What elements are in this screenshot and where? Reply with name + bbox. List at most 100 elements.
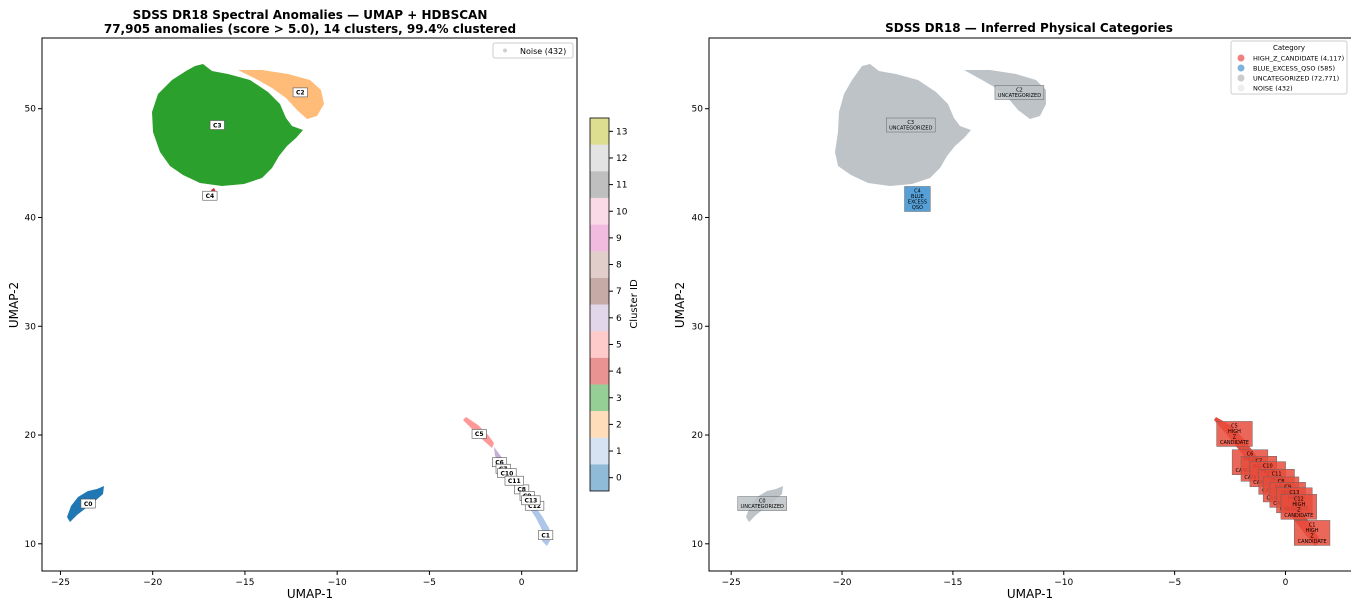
category-label-line: C3 xyxy=(907,120,914,126)
cluster-label-10: C10 xyxy=(501,470,514,477)
left-legend-box xyxy=(492,42,574,59)
category-label-box xyxy=(737,496,787,511)
colorbar-tick-label: 12 xyxy=(616,154,627,164)
right-x-tick-label: −10 xyxy=(1054,578,1073,588)
colorbar-tick-label: 6 xyxy=(616,314,622,324)
category-label-line: Z xyxy=(1233,434,1237,440)
category-label-line: QSO xyxy=(912,205,923,211)
left-y-axis-label: UMAP-2 xyxy=(7,282,21,328)
left-y-tick-label: 20 xyxy=(25,431,37,441)
legend-entry-label: NOISE (432) xyxy=(1253,85,1293,93)
right-x-tick-label: −5 xyxy=(1168,578,1181,588)
category-label-line: C13 xyxy=(1289,490,1299,496)
right-legend-title: Category xyxy=(1273,44,1305,52)
cluster-label-box xyxy=(521,495,541,506)
colorbar-swatch-11 xyxy=(590,171,609,198)
right-y-tick-label: 30 xyxy=(692,322,704,332)
cluster-label-2: C2 xyxy=(296,90,305,97)
cluster-label-box xyxy=(209,120,225,130)
left-legend: Noise (432) xyxy=(492,42,574,59)
colorbar-swatch-0 xyxy=(590,464,609,491)
right-legend-box xyxy=(1230,40,1348,95)
category-label-line: CANDIDATE xyxy=(1298,539,1327,545)
category-label-line: CANDIDATE xyxy=(1284,513,1313,519)
left-x-tick-label: −5 xyxy=(423,578,436,588)
left-x-axis-label: UMAP-1 xyxy=(287,587,333,601)
colorbar-swatch-7 xyxy=(590,277,609,305)
colorbar-swatch-2 xyxy=(590,411,609,438)
colorbar-tick-label: 1 xyxy=(616,447,622,457)
right-legend: Category HIGH_Z_CANDIDATE (4,117) BLUE_EX… xyxy=(1230,40,1348,95)
cluster-label-12: C12 xyxy=(528,503,541,510)
colorbar-swatch-9 xyxy=(590,224,609,252)
cluster-2-blob xyxy=(238,70,324,119)
right-y-tick-label: 40 xyxy=(692,213,704,223)
left-x-tick-label: 0 xyxy=(519,578,525,588)
cluster-label-0: C0 xyxy=(84,501,93,508)
cluster-label-5: C5 xyxy=(475,431,484,438)
cluster-label-13: C13 xyxy=(524,498,537,505)
right-panel: SDSS DR18 — Inferred Physical Categories… xyxy=(673,21,1351,601)
left-cluster-labels: C0C1C2C3C4C5C6C7C8C9C10C11C12C13 xyxy=(80,87,554,540)
category-label-line: HIGH xyxy=(1306,528,1319,534)
cluster-label-3: C3 xyxy=(213,122,222,129)
legend-marker xyxy=(1237,84,1245,92)
cluster-label-box xyxy=(504,475,524,486)
legend-marker xyxy=(1237,74,1245,82)
cluster-label-box xyxy=(202,190,218,201)
colorbar-swatch-8 xyxy=(590,251,609,278)
colorbar-tick-label: 3 xyxy=(616,394,622,404)
cluster-label-1: C1 xyxy=(541,532,550,539)
category-label-line: Z xyxy=(1310,533,1314,539)
right-x-ticks: −25 −20 −15 −10 −5 0 xyxy=(722,571,1289,588)
left-y-tick-label: 40 xyxy=(25,213,37,223)
category-label-line: BLUE xyxy=(911,194,924,200)
category-label-line: C8 xyxy=(1278,479,1285,485)
left-x-tick-label: −15 xyxy=(235,578,254,588)
legend-entry-label: HIGH_Z_CANDIDATE (4,117) xyxy=(1253,55,1344,63)
cluster-label-box xyxy=(292,87,308,98)
colorbar-swatches xyxy=(590,118,609,491)
legend-noise-marker xyxy=(503,48,507,53)
left-cluster-blobs xyxy=(67,64,552,546)
colorbar-tick-label: 7 xyxy=(616,287,622,297)
colorbar-tick-label: 4 xyxy=(616,367,622,377)
cluster-label-box xyxy=(538,530,554,540)
colorbar-swatch-13 xyxy=(590,118,609,145)
right-x-axis-label: UMAP-1 xyxy=(1007,587,1053,601)
cluster-label-box xyxy=(80,498,96,509)
colorbar-tick-label: 10 xyxy=(616,207,628,217)
category-label-line: UNCATEGORIZED xyxy=(998,93,1041,99)
left-y-tick-label: 50 xyxy=(25,105,37,115)
left-y-ticks: 10 20 30 40 50 xyxy=(25,105,42,550)
cluster-label-box xyxy=(471,429,487,439)
category-label-line: C0 xyxy=(759,499,766,505)
legend-noise-label: Noise (432) xyxy=(520,47,566,56)
right-y-tick-label: 50 xyxy=(692,105,704,115)
colorbar-tick-label: 8 xyxy=(616,261,622,271)
legend-marker xyxy=(1237,54,1245,62)
category-label-line: C6 xyxy=(1247,452,1254,458)
colorbar-tick-label: 13 xyxy=(616,127,627,137)
left-title: SDSS DR18 Spectral Anomalies — UMAP + HD… xyxy=(133,8,488,22)
category-label-line: C1 xyxy=(1309,522,1316,528)
colorbar-swatch-5 xyxy=(590,331,609,358)
left-plot-frame xyxy=(41,37,578,572)
right-x-tick-label: −25 xyxy=(722,578,741,588)
legend-entry-label: UNCATEGORIZED (72,771) xyxy=(1253,75,1339,83)
category-label-line: UNCATEGORIZED xyxy=(741,504,784,510)
colorbar-swatch-6 xyxy=(590,304,609,332)
colorbar-tick-label: 0 xyxy=(616,474,622,484)
category-label-line: C2 xyxy=(1016,87,1023,93)
category-label-line: C4 xyxy=(914,188,921,194)
category-label-line: EXCESS xyxy=(908,199,927,205)
legend-marker xyxy=(1237,64,1245,72)
right-y-tick-label: 20 xyxy=(692,431,704,441)
legend-entry-label: BLUE_EXCESS_QSO (585) xyxy=(1253,65,1335,73)
category-label-line: C7 xyxy=(1256,458,1263,464)
right-title: SDSS DR18 — Inferred Physical Categories xyxy=(885,21,1173,35)
right-x-tick-label: 0 xyxy=(1283,578,1289,588)
